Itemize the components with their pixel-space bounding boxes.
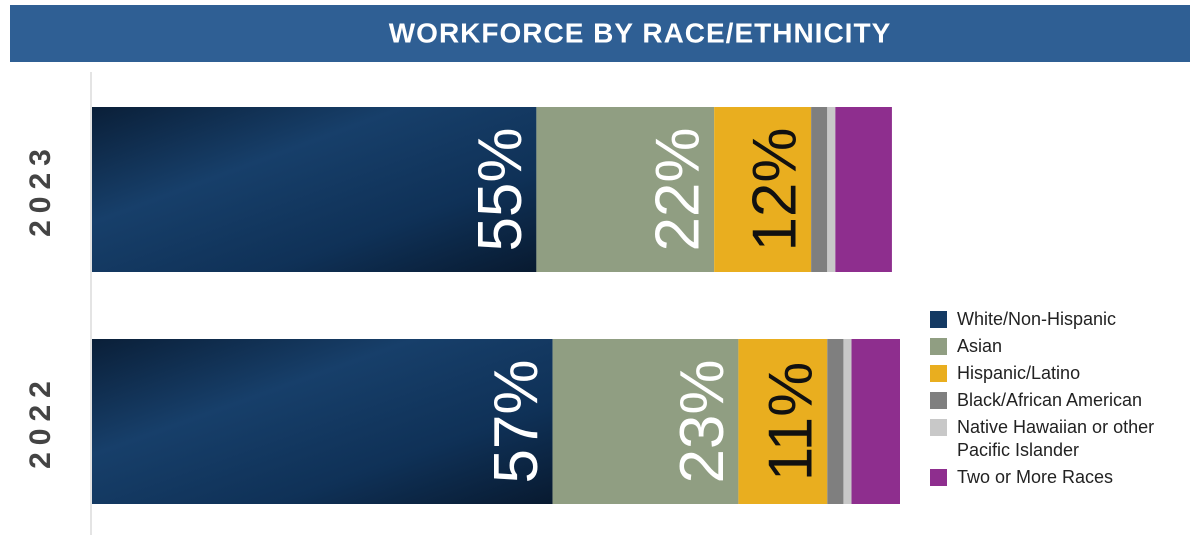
legend-item: Hispanic/Latino: [930, 362, 1155, 385]
bar-segment: [851, 339, 900, 504]
legend-item: Black/African American: [930, 389, 1155, 412]
legend-swatch: [930, 392, 947, 409]
bar-segment: [827, 339, 844, 504]
y-tick-label: 2022: [24, 374, 57, 469]
bar-segment: [811, 107, 828, 272]
legend-swatch: [930, 469, 947, 486]
legend-item: Two or More Races: [930, 466, 1155, 489]
legend-label: Native Hawaiian or other Pacific Islande…: [957, 417, 1155, 460]
bar-segment: [714, 107, 812, 272]
legend-label: Hispanic/Latino: [957, 363, 1081, 383]
bar-segment: [552, 339, 739, 504]
legend-item: White/Non-Hispanic: [930, 308, 1155, 331]
data-label: 57%: [482, 359, 551, 483]
data-label: 12%: [740, 127, 809, 251]
title-banner: [10, 5, 1190, 62]
legend-swatch: [930, 419, 947, 436]
legend-label: Asian: [957, 336, 1003, 356]
legend-item: Native Hawaiian or other Pacific Islande…: [930, 416, 1155, 462]
y-tick-label: 2023: [24, 142, 57, 237]
bar-segment: [738, 339, 828, 504]
legend-swatch: [930, 311, 947, 328]
legend-swatch: [930, 338, 947, 355]
legend-label: Black/African American: [957, 390, 1143, 410]
data-label: 23%: [668, 359, 737, 483]
data-label: 22%: [644, 127, 713, 251]
bar-segment: [536, 107, 715, 272]
legend-swatch: [930, 365, 947, 382]
data-label: 55%: [466, 127, 535, 251]
bar-segment: [843, 339, 852, 504]
legend-item: Asian: [930, 335, 1155, 358]
bar-segment: [827, 107, 836, 272]
legend-label: White/Non-Hispanic: [957, 309, 1117, 329]
chart-title: WORKFORCE BY RACE/ETHNICITY: [389, 17, 892, 48]
data-label: 11%: [757, 362, 826, 482]
bar-segment: [835, 107, 892, 272]
legend-label: Two or More Races: [957, 467, 1114, 487]
bar-segment: [92, 339, 553, 504]
bar-segment: [92, 107, 537, 272]
legend: White/Non-Hispanic Asian Hispanic/Latino Bl…: [930, 308, 1155, 493]
